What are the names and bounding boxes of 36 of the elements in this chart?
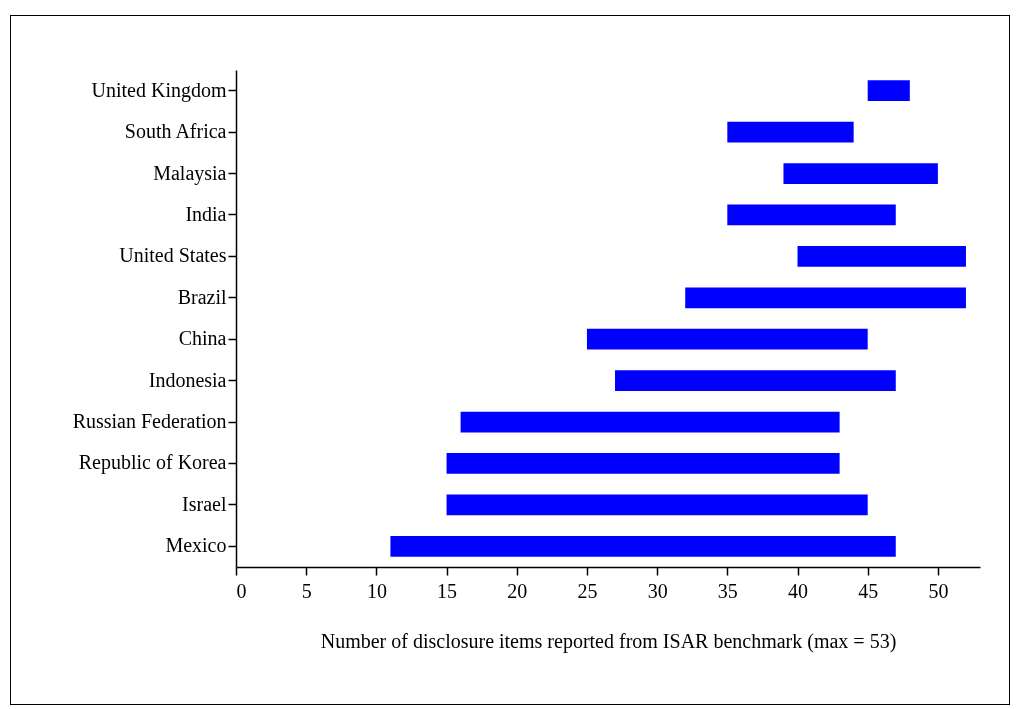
y-tick-label: Israel [182,492,227,515]
bar [727,121,854,143]
bar [390,535,896,557]
bar [727,204,896,226]
y-tick-label: Republic of Korea [78,451,227,475]
x-tick-label: 15 [437,579,458,602]
bar [446,494,868,516]
bar [615,370,896,391]
bar [797,246,966,267]
x-tick-label: 20 [507,579,528,602]
x-tick-label: 10 [366,579,387,602]
x-tick-label: 5 [301,579,312,602]
bar [685,287,966,309]
x-tick-label: 25 [577,579,598,602]
y-tick-label: Malaysia [153,161,227,185]
y-tick-label: United Kingdom [91,78,227,102]
x-tick-label: 30 [647,579,668,602]
bar [460,411,840,433]
x-axis-title: Number of disclosure items reported from ISAR benchmark (max = 53) [320,629,897,653]
x-tick-label: 50 [928,579,949,602]
y-tick-label: Russian Federation [72,410,227,433]
y-tick-label: Mexico [165,534,227,557]
y-tick-label: United States [119,244,227,267]
bar [783,163,938,184]
bar [867,80,910,102]
x-tick-label: 45 [858,579,879,602]
x-tick-label: 40 [788,579,809,602]
bar [446,453,840,474]
bar [586,328,868,350]
y-tick-label: India [185,202,227,225]
y-tick-label: China [178,327,227,350]
y-tick-label: Brazil [177,285,227,308]
y-tick-label: Indonesia [148,368,227,391]
y-tick-label: South Africa [124,120,227,143]
x-tick-label: 0 [236,579,247,602]
x-tick-label: 35 [717,579,738,602]
